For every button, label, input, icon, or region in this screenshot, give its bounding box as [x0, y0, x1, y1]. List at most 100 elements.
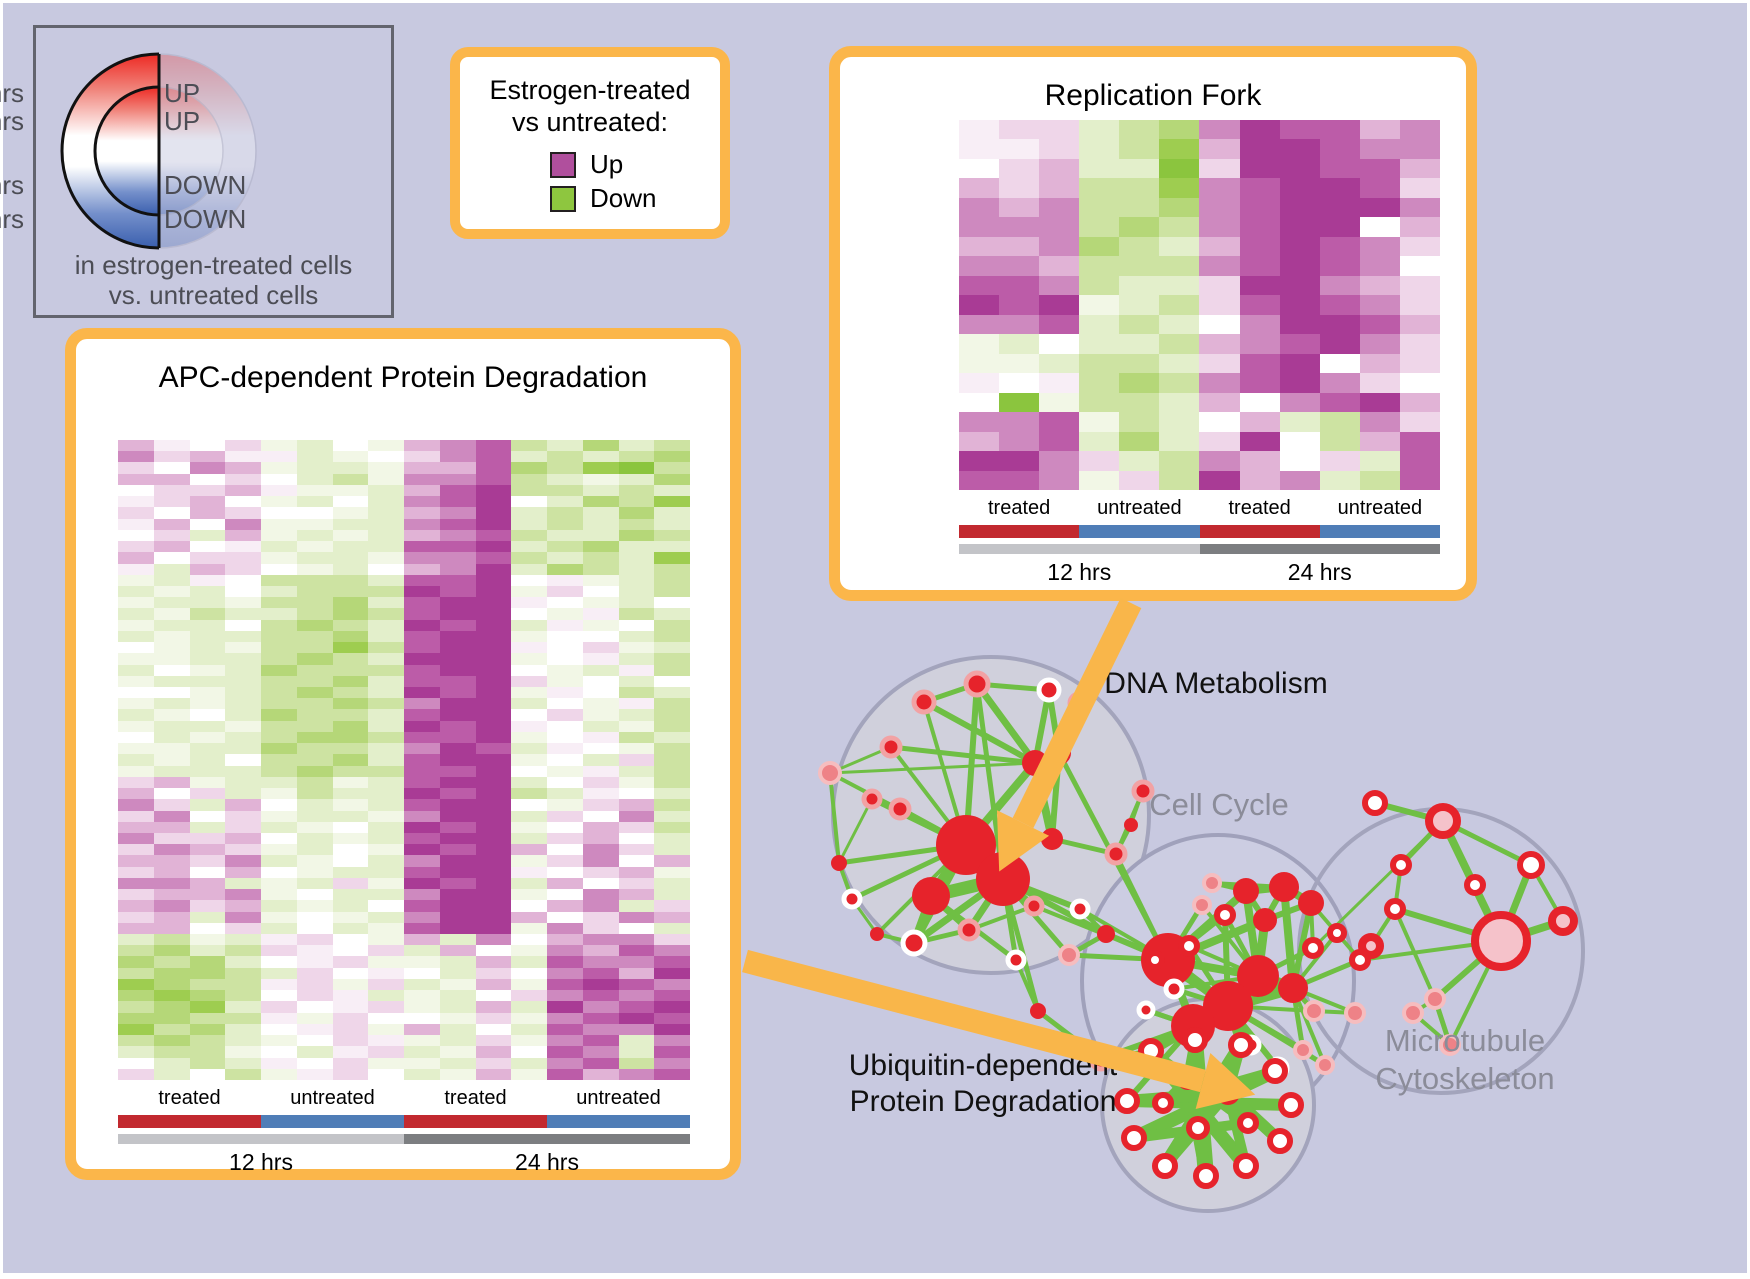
heatmap-cell: [261, 541, 297, 553]
heatmap-cell: [475, 788, 512, 800]
gene-set-node: [818, 761, 842, 785]
heatmap-cell: [582, 1012, 619, 1024]
gene-set-node: [976, 852, 1030, 906]
heatmap-cell: [225, 731, 261, 744]
heatmap-cell: [225, 855, 261, 867]
cluster-circle-cell-cycle: [1080, 833, 1356, 1129]
network-edge: [1183, 1035, 1200, 1083]
heatmap-cell: [475, 642, 512, 654]
heatmap-cell: [582, 451, 619, 463]
heatmap-cell: [404, 1001, 440, 1013]
heatmap-cell: [654, 743, 690, 755]
heatmap-cell: [189, 687, 226, 699]
heatmap-cell: [189, 653, 226, 665]
heatmap-cell: [618, 1012, 655, 1024]
network-edge: [1066, 952, 1171, 963]
network-label: DNA Metabolism: [1104, 667, 1327, 700]
heatmap-cell: [1159, 217, 1200, 237]
heatmap-cell: [582, 563, 619, 575]
heatmap-cell: [118, 484, 154, 497]
cluster-circle-microtubule: [1297, 807, 1585, 1095]
heatmap-cell: [439, 518, 476, 530]
heatmap-cell: [118, 619, 154, 631]
gene-set-node: [1030, 1003, 1046, 1019]
heatmap-cell: [475, 451, 512, 463]
heatmap-cell: [225, 507, 261, 519]
heatmap-cell: [511, 597, 547, 609]
heatmap-cell: [1279, 158, 1320, 179]
heatmap-cell: [959, 178, 1000, 198]
heatmap-cell: [225, 608, 261, 620]
heatmap-cell: [332, 799, 369, 811]
heatmap-cell: [475, 585, 512, 598]
heatmap-cell: [296, 687, 333, 699]
heatmap-cell: [118, 844, 154, 856]
heatmap-cell: [511, 967, 547, 979]
heatmap-cell: [118, 945, 154, 957]
heatmap-cell: [475, 911, 512, 923]
heatmap-cell: [654, 720, 690, 732]
heatmap-cell: [404, 1057, 440, 1069]
heatmap-cell: [118, 1023, 154, 1036]
heatmap-cell: [439, 866, 476, 878]
heatmap-cell: [225, 1057, 261, 1069]
gene-set-node: [1097, 925, 1115, 943]
network-edge: [1262, 900, 1314, 923]
network-edge: [1272, 1065, 1281, 1074]
heatmap-cell: [368, 1001, 404, 1013]
heatmap-cell: [1399, 256, 1440, 276]
heatmap-cell: [189, 821, 226, 833]
heatmap-cell: [582, 507, 619, 519]
heatmap-cell: [368, 1035, 404, 1047]
gene-set-node: [1121, 1125, 1147, 1151]
network-edge: [836, 842, 969, 866]
heatmap-cell: [654, 788, 690, 800]
heatmap-cell: [189, 877, 226, 890]
treated-bar: [118, 1115, 261, 1128]
heatmap-cell: [332, 698, 369, 710]
heatmap-cell: [368, 832, 404, 845]
heatmap-cell: [1039, 451, 1080, 471]
heatmap-cell: [296, 844, 333, 856]
heatmap-cell: [332, 810, 369, 822]
heatmap-cell: [153, 451, 190, 463]
heatmap-cell: [439, 1023, 476, 1036]
network-edge: [1369, 907, 1397, 948]
heatmap-cell: [225, 788, 261, 800]
heatmap-cell: [511, 675, 547, 688]
heatmap-cell: [511, 1012, 547, 1024]
heatmap-cell: [1199, 217, 1240, 237]
heatmap-cell: [654, 563, 690, 575]
heatmap-cell: [1079, 334, 1120, 354]
heatmap-cell: [404, 945, 440, 957]
heatmap-cell: [404, 709, 440, 721]
heatmap-cell: [368, 900, 404, 912]
heatmap-cell: [547, 1023, 583, 1036]
heatmap-cell: [1279, 314, 1320, 335]
heatmap-cell: [404, 731, 440, 744]
gene-set-node: [1233, 1153, 1259, 1179]
gene-set-node: [841, 888, 863, 910]
heatmap-cell: [189, 855, 226, 867]
heatmap-cell: [582, 743, 619, 755]
heatmap-cell: [511, 1035, 547, 1047]
network-edge: [1000, 876, 1072, 958]
network-edge: [1290, 985, 1317, 1014]
heatmap-cell: [225, 877, 261, 890]
heatmap-cell: [511, 619, 547, 631]
heatmap-cell: [582, 889, 619, 901]
heatmap-cell: [153, 877, 190, 890]
heatmap-cell: [189, 563, 226, 575]
network-edge: [1497, 861, 1535, 945]
heatmap-cell: [1319, 295, 1360, 315]
heatmap-cell: [475, 776, 512, 789]
heatmap-cell: [959, 431, 1000, 452]
heatmap-cell: [153, 507, 190, 519]
arrow-shaft: [1012, 597, 1142, 829]
heatmap-cell: [261, 698, 297, 710]
heatmap-cell: [618, 698, 655, 710]
heatmap-cell: [654, 552, 690, 564]
heatmap-cell: [547, 653, 583, 665]
heatmap-cell: [475, 563, 512, 575]
heatmap-cell: [439, 855, 476, 867]
